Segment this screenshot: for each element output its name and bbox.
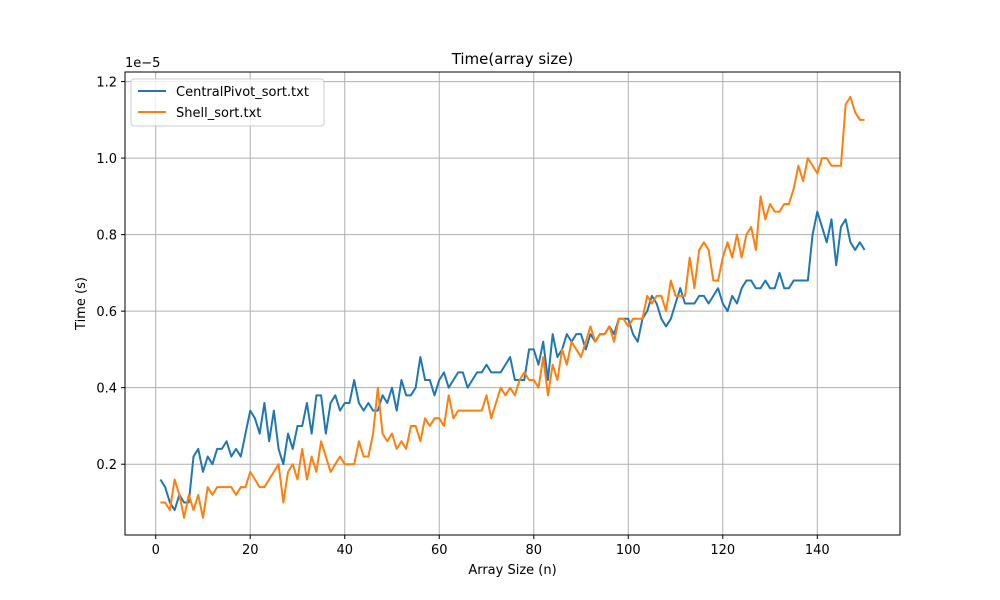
y-axis-offset-text: 1e−5 [125, 56, 160, 71]
x-tick-label: 20 [242, 543, 259, 558]
x-axis-title: Array Size (n) [468, 563, 556, 578]
y-tick-label: 1.0 [96, 152, 117, 167]
y-axis-title: Time (s) [74, 277, 89, 331]
y-tick-label: 0.6 [96, 305, 117, 320]
legend: CentralPivot_sort.txt Shell_sort.txt [130, 78, 325, 127]
y-tick-label: 0.8 [96, 229, 117, 244]
y-tick-label: 0.2 [96, 458, 117, 473]
chart-title: Time(array size) [451, 50, 574, 68]
legend-box [130, 78, 325, 127]
plot-frame [124, 71, 901, 536]
legend-label-shell: Shell_sort.txt [176, 106, 261, 121]
x-tick-label: 140 [805, 543, 830, 558]
y-tick-label: 1.2 [96, 76, 117, 91]
x-tick-label: 120 [710, 543, 735, 558]
x-tick-label: 40 [336, 543, 353, 558]
grid-lines [125, 72, 900, 535]
series-line-shell [160, 95, 865, 519]
x-tick-label: 60 [431, 543, 448, 558]
x-axis-ticks: 0 20 40 60 80 100 120 140 [152, 535, 830, 558]
series-line-centralpivot [159, 210, 866, 512]
x-tick-label: 100 [616, 543, 641, 558]
x-tick-label: 0 [152, 543, 160, 558]
y-axis-ticks: 0.2 0.4 0.6 0.8 1.0 1.2 [96, 76, 125, 473]
x-tick-label: 80 [525, 543, 542, 558]
series-lines [159, 95, 866, 519]
y-tick-label: 0.4 [96, 382, 117, 397]
legend-label-centralpivot: CentralPivot_sort.txt [176, 85, 309, 100]
